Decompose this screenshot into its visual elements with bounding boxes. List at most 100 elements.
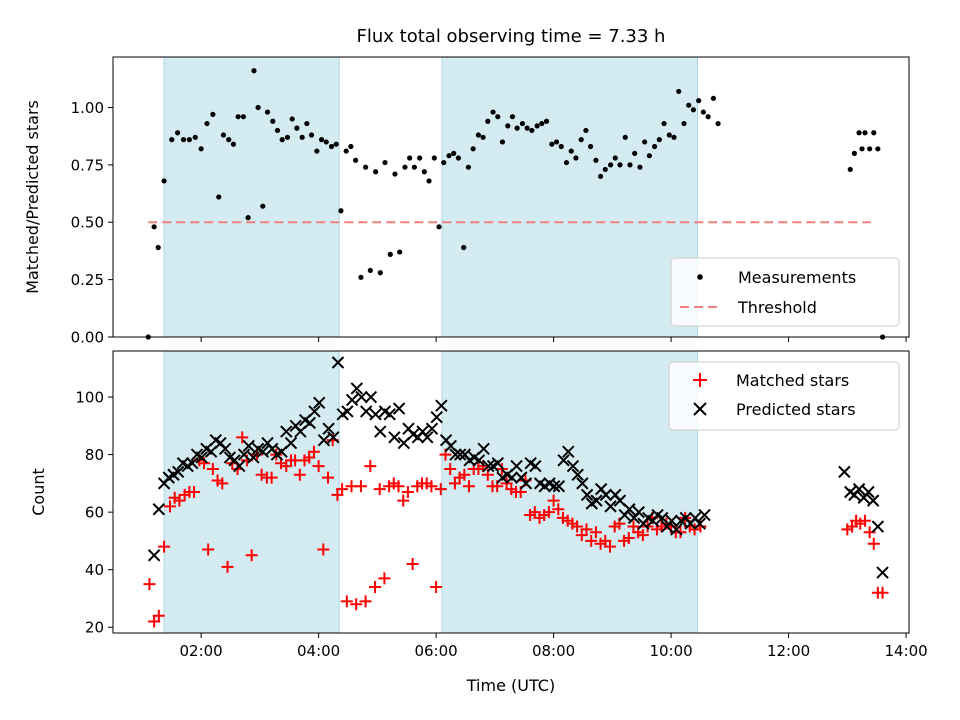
- measurement-point: [617, 162, 623, 168]
- y-tick-label: 40: [85, 561, 104, 579]
- measurement-point: [490, 109, 496, 115]
- predicted-star-point: [152, 503, 166, 516]
- x-axis-label: Time (UTC): [466, 676, 555, 695]
- predicted-star-point: [576, 477, 589, 490]
- measurement-point: [397, 249, 403, 255]
- measurement-point: [475, 132, 481, 138]
- matched-star-point: [434, 483, 447, 496]
- matched-star-point: [293, 468, 306, 481]
- matched-star-point: [688, 523, 701, 536]
- predicted-star-point: [308, 405, 321, 418]
- matched-star-point: [867, 537, 880, 550]
- measurement-point: [646, 153, 652, 159]
- x-tick-label: 06:00: [414, 642, 457, 660]
- predicted-star-point: [453, 448, 467, 461]
- measurement-point: [637, 164, 643, 170]
- matched-star-point: [495, 462, 508, 475]
- measurement-point: [529, 127, 535, 134]
- legend-measurements-marker: [697, 274, 703, 280]
- measurement-point: [505, 123, 511, 129]
- matched-star-point: [364, 460, 377, 473]
- measurement-point: [470, 146, 476, 152]
- measurement-point: [686, 102, 692, 108]
- measurement-point: [284, 134, 291, 140]
- matched-star-point: [163, 500, 176, 513]
- bottom-legend: Matched stars Predicted stars: [668, 361, 900, 431]
- predicted-star-point: [303, 416, 317, 430]
- observing-window-spans: [163, 56, 699, 338]
- measurement-point: [204, 120, 210, 127]
- predicted-star-point: [237, 448, 251, 461]
- measurement-point: [514, 125, 520, 131]
- measurement-point: [270, 118, 276, 124]
- observing-span-2: [441, 350, 699, 634]
- measurement-point: [255, 104, 261, 111]
- top-legend: Measurements Threshold: [670, 257, 900, 327]
- matched-star-point: [547, 494, 560, 507]
- measurement-point: [304, 120, 310, 127]
- measurement-point: [862, 130, 868, 136]
- predicted-star-point: [599, 488, 613, 502]
- x-tick-label: 10:00: [649, 642, 692, 660]
- bottom-y-axis-label: Count: [29, 468, 48, 516]
- predicted-star-point: [359, 405, 373, 418]
- measurement-point: [543, 118, 550, 124]
- measurement-point: [563, 159, 570, 166]
- measurement-point: [175, 130, 181, 136]
- predicted-star-point: [331, 356, 345, 369]
- measurement-point: [220, 132, 227, 138]
- matched-star-point: [378, 572, 391, 585]
- predicted-star-point: [421, 431, 434, 444]
- measurement-point: [661, 120, 667, 127]
- predicted-star-point: [392, 402, 406, 415]
- predicted-star-point: [312, 396, 326, 410]
- measurement-point: [509, 114, 516, 120]
- x-tick-label: 08:00: [532, 642, 575, 660]
- predicted-star-point: [871, 520, 885, 533]
- predicted-star-point: [862, 485, 875, 499]
- measurement-point: [446, 153, 452, 159]
- matched-star-point: [401, 486, 414, 498]
- measurement-point: [441, 159, 447, 166]
- y-tick-label: 0.00: [71, 329, 104, 347]
- x-tick-label: 14:00: [884, 642, 927, 660]
- observing-span-1: [163, 56, 340, 338]
- matched-star-point: [206, 462, 219, 475]
- predicted-star-point: [623, 503, 636, 516]
- measurement-point: [568, 148, 574, 154]
- matched-star-point: [265, 471, 278, 484]
- measurement-point: [696, 98, 702, 104]
- measurement-point: [245, 215, 251, 221]
- matched-star-point: [236, 431, 249, 444]
- measurement-point: [700, 109, 706, 115]
- predicted-star-point: [369, 408, 382, 421]
- predicted-star-point: [364, 390, 378, 404]
- measurement-point: [235, 114, 241, 120]
- measurement-point: [402, 164, 408, 170]
- measurement-point: [597, 173, 604, 179]
- matched-star-point: [221, 560, 234, 573]
- predicted-star-point: [876, 566, 889, 579]
- predicted-star-point: [171, 465, 185, 479]
- measurement-point: [377, 270, 383, 276]
- matched-star-point: [636, 529, 649, 542]
- measurement-point: [338, 208, 344, 214]
- x-axis-ticks: 02:00 04:00 06:00 08:00 10:00 12:00 14:00: [180, 633, 928, 660]
- predicted-star-point: [280, 425, 293, 438]
- legend-predicted-label: Predicted stars: [736, 400, 856, 419]
- matched-star-point: [373, 483, 386, 496]
- measurement-point: [676, 88, 682, 95]
- predicted-star-point: [477, 442, 490, 456]
- matched-star-point: [317, 543, 330, 556]
- matched-star-point: [458, 468, 471, 481]
- measurement-point: [524, 125, 530, 131]
- predicted-star-point: [529, 459, 542, 473]
- matched-star-point: [462, 480, 475, 493]
- predicted-star-point: [590, 494, 603, 507]
- measurement-point: [251, 68, 257, 74]
- predicted-star-point: [491, 457, 504, 470]
- predicted-star-point: [698, 508, 711, 522]
- measurement-point: [715, 120, 721, 127]
- measurement-point: [230, 141, 237, 147]
- measurement-point: [323, 139, 329, 145]
